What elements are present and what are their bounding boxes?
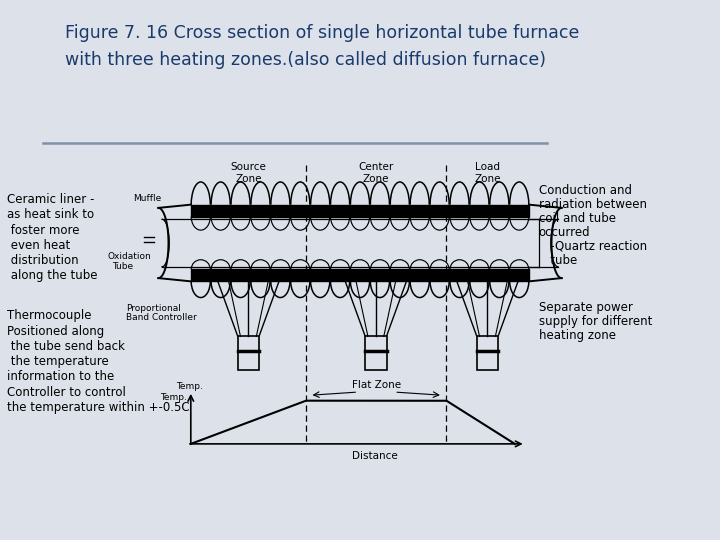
- Text: along the tube: along the tube: [7, 269, 98, 282]
- Bar: [191, 205, 529, 217]
- Text: Load
Zone: Load Zone: [474, 162, 500, 184]
- Text: supply for different: supply for different: [539, 315, 652, 328]
- Bar: [238, 336, 259, 370]
- Text: Figure 7. 16 Cross section of single horizontal tube furnace: Figure 7. 16 Cross section of single hor…: [65, 24, 579, 42]
- Text: radiation between: radiation between: [539, 198, 647, 211]
- Text: Center
Zone: Center Zone: [359, 162, 393, 184]
- Text: heating zone: heating zone: [539, 329, 616, 342]
- Text: Tube: Tube: [112, 262, 132, 271]
- Text: foster more: foster more: [7, 224, 80, 237]
- Text: with three heating zones.(also called diffusion furnace): with three heating zones.(also called di…: [65, 51, 546, 69]
- Bar: [477, 336, 498, 370]
- Text: tube: tube: [539, 254, 577, 267]
- Text: Temp.: Temp.: [176, 382, 203, 390]
- Text: Separate power: Separate power: [539, 301, 632, 314]
- Text: the tube send back: the tube send back: [7, 340, 125, 353]
- Text: Flat Zone: Flat Zone: [351, 380, 401, 390]
- Text: Controller to control: Controller to control: [7, 386, 126, 399]
- Text: distribution: distribution: [7, 254, 78, 267]
- Text: Muffle: Muffle: [133, 194, 161, 203]
- Text: Conduction and: Conduction and: [539, 184, 631, 197]
- Text: information to the: information to the: [7, 370, 114, 383]
- Text: -Quartz reaction: -Quartz reaction: [539, 240, 647, 253]
- Text: Temp.: Temp.: [161, 394, 187, 402]
- Text: Oxidation: Oxidation: [108, 252, 152, 261]
- Text: the temperature: the temperature: [7, 355, 109, 368]
- Text: Proportional: Proportional: [126, 305, 181, 313]
- Text: coil and tube: coil and tube: [539, 212, 616, 225]
- Bar: [365, 336, 387, 370]
- Text: as heat sink to: as heat sink to: [7, 208, 94, 221]
- Bar: [191, 269, 529, 281]
- Text: Source
Zone: Source Zone: [230, 162, 266, 184]
- Text: Positioned along: Positioned along: [7, 325, 104, 338]
- Text: even heat: even heat: [7, 239, 71, 252]
- Text: Band Controller: Band Controller: [126, 313, 197, 322]
- Text: Thermocouple: Thermocouple: [7, 309, 91, 322]
- Text: occurred: occurred: [539, 226, 590, 239]
- Text: Ceramic liner -: Ceramic liner -: [7, 193, 94, 206]
- Text: Distance: Distance: [351, 451, 397, 461]
- Text: the temperature within +-0.5C: the temperature within +-0.5C: [7, 401, 190, 414]
